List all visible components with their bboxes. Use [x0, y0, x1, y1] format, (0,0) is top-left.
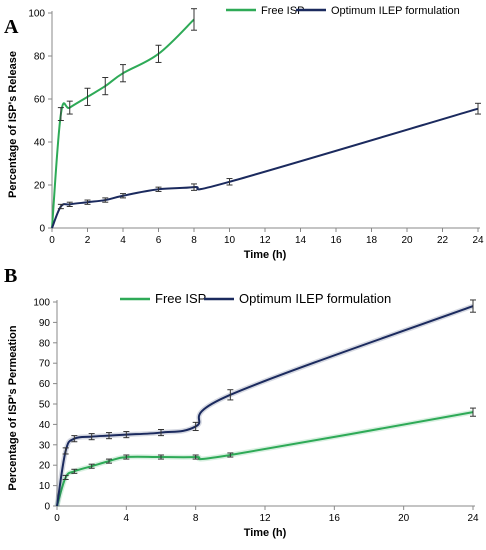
series-optimum-ilep-formulation [54, 299, 476, 507]
x-tick-label: 8 [191, 235, 197, 246]
y-tick-label: 0 [39, 224, 45, 235]
series-line [56, 305, 474, 507]
series-line-shadow [54, 303, 474, 507]
x-tick-label: 16 [330, 235, 342, 246]
x-tick-label: 2 [85, 235, 91, 246]
series-optimum-ilep-formulation [51, 102, 481, 229]
legend-label: Optimum ILEP formulation [331, 5, 460, 17]
y-axis-title: Percentage of ISP's Permeation [7, 325, 19, 491]
panel-b-permeation-chart: B 0 10 20 30 40 50 60 70 80 90 100 0 4 8 12 16 20 24 Time (… [4, 265, 479, 539]
y-tick-label: 10 [39, 481, 51, 492]
x-tick-label: 0 [54, 513, 60, 524]
x-axis-title: Time (h) [244, 527, 287, 539]
x-tick-label: 20 [398, 513, 410, 524]
x-tick-label: 6 [156, 235, 162, 246]
legend-label: Free ISP [155, 291, 206, 306]
x-tick-label: 4 [124, 513, 130, 524]
legend-label: Optimum ILEP formulation [239, 291, 391, 306]
y-tick-label: 40 [34, 138, 46, 149]
x-tick-label: 12 [259, 235, 271, 246]
y-tick-label: 90 [39, 318, 51, 329]
y-tick-label: 20 [34, 181, 46, 192]
x-tick-label: 0 [49, 235, 55, 246]
x-tick-label: 16 [329, 513, 341, 524]
x-tick-label: 18 [366, 235, 378, 246]
y-tick-label: 70 [39, 359, 51, 370]
legend-label: Free ISP [261, 5, 304, 17]
x-tick-label: 24 [472, 235, 484, 246]
x-tick-label: 24 [467, 513, 479, 524]
series-free-isp [54, 407, 476, 507]
y-tick-label: 30 [39, 440, 51, 451]
series-line-shadow [54, 409, 474, 507]
y-tick-label: 60 [34, 95, 46, 106]
y-tick-label: 20 [39, 461, 51, 472]
series-line [51, 107, 479, 229]
y-tick-label: 80 [34, 52, 46, 63]
y-tick-label: 80 [39, 338, 51, 349]
x-tick-label: 12 [259, 513, 271, 524]
x-axis-title: Time (h) [244, 249, 287, 261]
y-tick-label: 100 [33, 298, 50, 309]
series-free-isp [51, 8, 197, 229]
y-axis-title: Percentage of ISP's Release [7, 51, 19, 198]
x-tick-label: 8 [193, 513, 199, 524]
x-tick-label: 22 [437, 235, 449, 246]
y-tick-label: 50 [39, 400, 51, 411]
y-tick-label: 0 [44, 502, 50, 513]
y-tick-label: 100 [28, 9, 45, 20]
x-tick-label: 20 [401, 235, 413, 246]
x-tick-label: 10 [224, 235, 236, 246]
x-tick-label: 14 [295, 235, 307, 246]
y-tick-label: 60 [39, 379, 51, 390]
panel-label: B [4, 265, 17, 287]
y-tick-label: 40 [39, 420, 51, 431]
panel-label: A [4, 16, 19, 38]
x-tick-label: 4 [120, 235, 126, 246]
